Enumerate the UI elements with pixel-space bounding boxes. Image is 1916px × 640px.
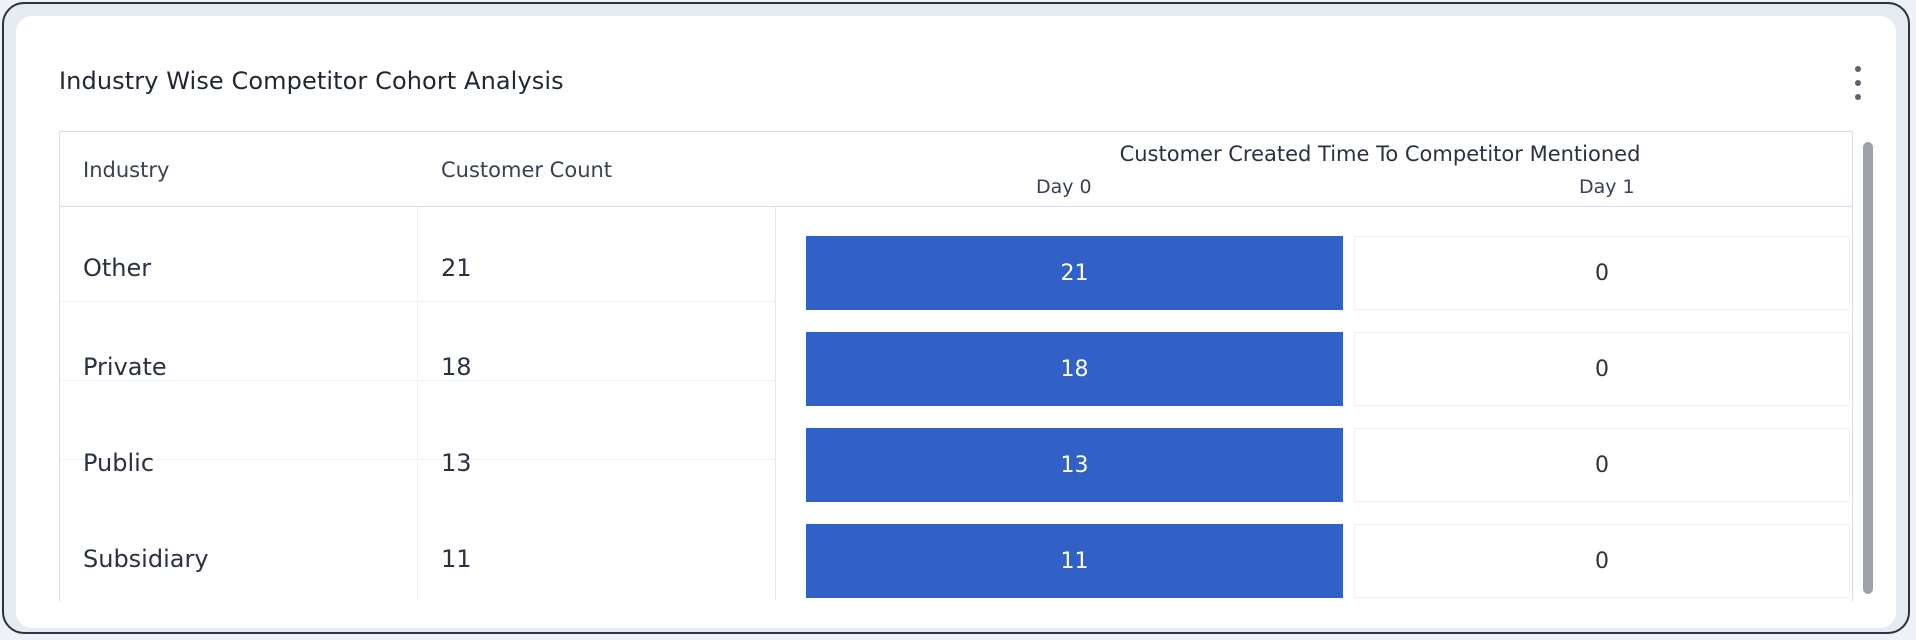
cohort-cell-day1[interactable]: 0: [1354, 428, 1850, 502]
cohort-cell-day1[interactable]: 0: [1354, 332, 1850, 406]
header-day1: Day 1: [1579, 176, 1635, 198]
row-divider: [60, 459, 775, 460]
cohort-cell-day1[interactable]: 0: [1354, 236, 1850, 310]
header-customer-count[interactable]: Customer Count: [441, 158, 613, 182]
cell-customer-count: 11: [441, 545, 472, 573]
cohort-cell-day0[interactable]: 11: [806, 524, 1343, 598]
column-divider: [417, 207, 418, 601]
cohort-cell-day0[interactable]: 21: [806, 236, 1343, 310]
kebab-dot: [1855, 94, 1861, 100]
cohort-table: Industry Customer Count Customer Created…: [59, 131, 1853, 601]
cohort-cell-day1[interactable]: 0: [1354, 524, 1850, 598]
cell-industry: Private: [83, 353, 167, 381]
header-day0: Day 0: [1036, 176, 1092, 198]
header-industry[interactable]: Industry: [83, 158, 170, 182]
cell-industry: Subsidiary: [83, 545, 209, 573]
cell-customer-count: 18: [441, 353, 472, 381]
scrollbar-thumb[interactable]: [1863, 142, 1873, 594]
table-header: Industry Customer Count Customer Created…: [60, 132, 1852, 207]
cell-customer-count: 21: [441, 254, 472, 282]
cell-industry: Public: [83, 449, 155, 477]
header-cohort-group: Customer Created Time To Competitor Ment…: [1119, 142, 1641, 166]
cohort-card: Industry Wise Competitor Cohort Analysis…: [16, 16, 1896, 628]
column-divider: [775, 207, 776, 601]
row-divider: [60, 301, 775, 302]
kebab-dot: [1855, 80, 1861, 86]
cohort-cell-day0[interactable]: 13: [806, 428, 1343, 502]
more-vertical-icon[interactable]: [1852, 66, 1864, 100]
card-title: Industry Wise Competitor Cohort Analysis: [59, 67, 564, 95]
cell-customer-count: 13: [441, 449, 472, 477]
cell-industry: Other: [83, 254, 152, 282]
cohort-cell-day0[interactable]: 18: [806, 332, 1343, 406]
kebab-dot: [1855, 66, 1861, 72]
row-divider: [60, 380, 775, 381]
